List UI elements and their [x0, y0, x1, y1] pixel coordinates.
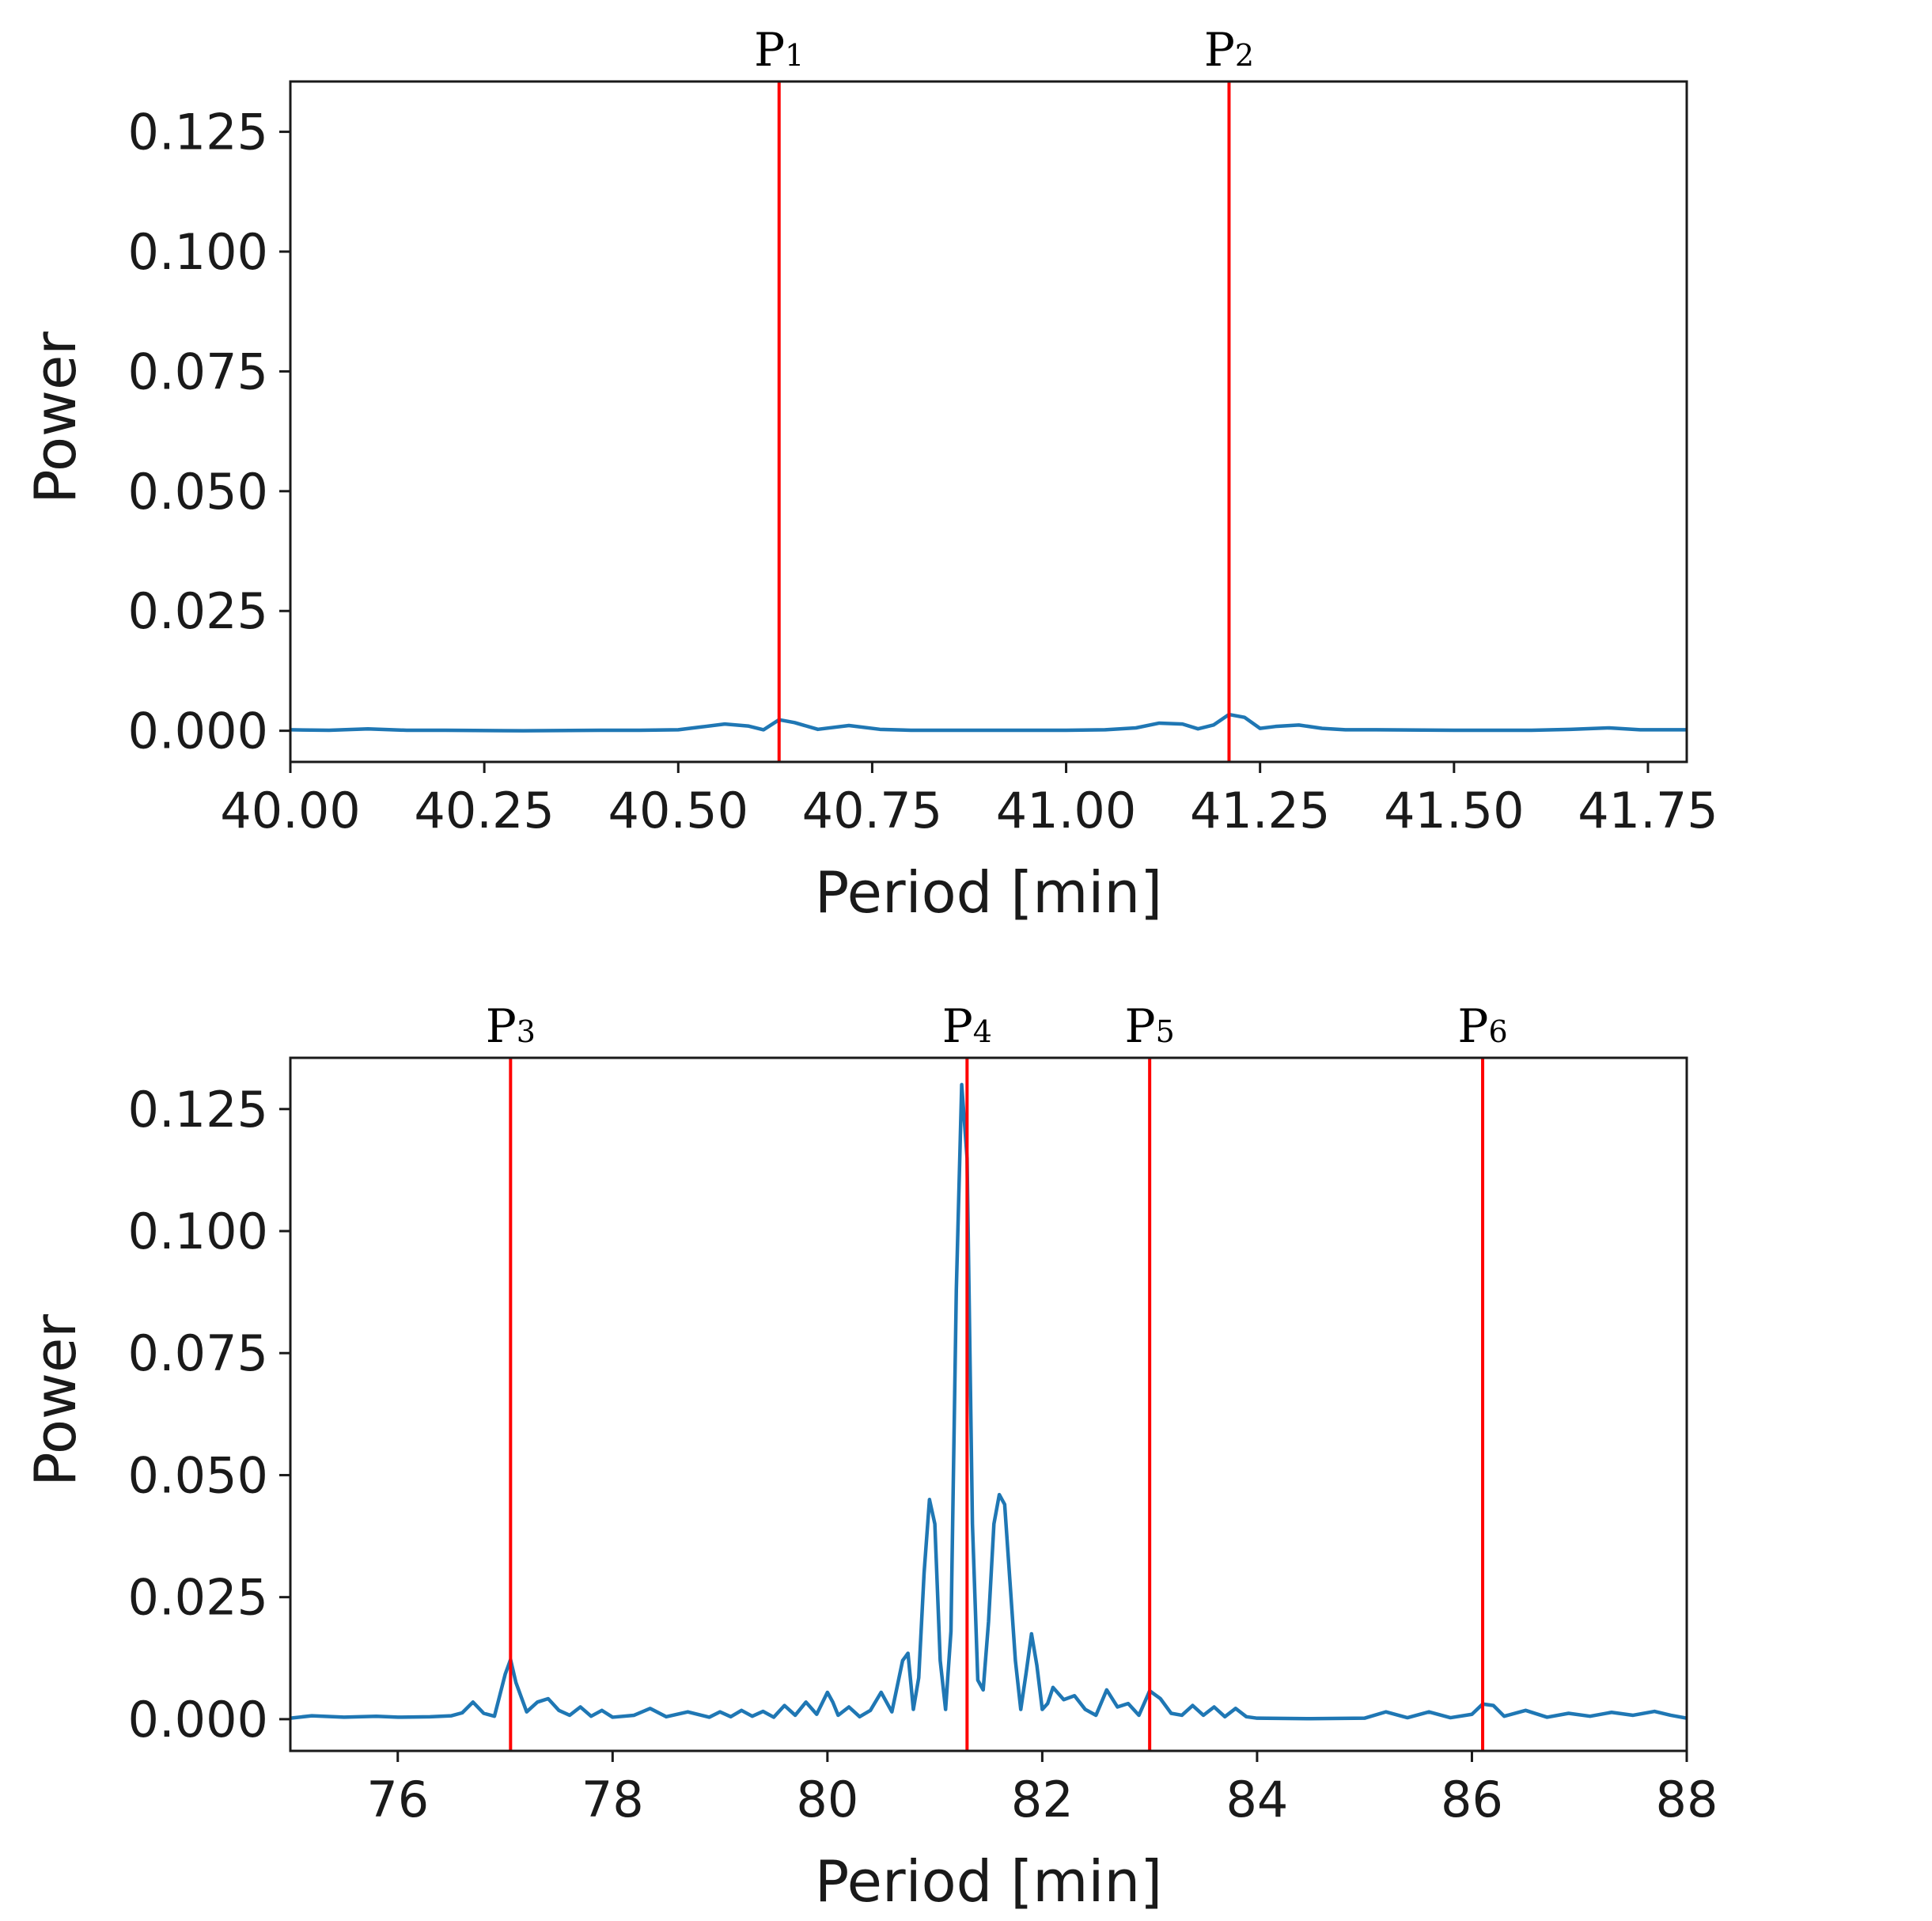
bottom-x-tick-label: 86 [1441, 1771, 1503, 1828]
top-x-tick-label: 40.50 [608, 782, 749, 839]
marker-label-p2: P2 [1204, 23, 1254, 77]
bottom-x-tick-label: 78 [581, 1771, 644, 1828]
bottom-x-tick-label: 82 [1011, 1771, 1074, 1828]
bottom-y-tick-label: 0.075 [128, 1324, 269, 1382]
top-x-tick-label: 41.75 [1578, 782, 1718, 839]
top-x-tick-label: 41.50 [1384, 782, 1525, 839]
bottom-panel: P3 P4 P5 P6 76 78 80 82 84 86 88 0.000 0.025 0.050 0.0… [22, 999, 1718, 1915]
bottom-plot-frame [289, 1056, 1688, 1752]
marker-label-p6: P6 [1457, 999, 1507, 1053]
top-x-tick-label: 41.00 [996, 782, 1137, 839]
bottom-y-tick-label: 0.025 [128, 1569, 269, 1627]
top-x-tick-label: 41.25 [1190, 782, 1331, 839]
top-y-tick-label: 0.025 [128, 582, 269, 640]
bottom-x-tick-label: 80 [796, 1771, 858, 1828]
top-x-tick-label: 40.25 [414, 782, 555, 839]
top-y-tick-label: 0.050 [128, 463, 269, 521]
marker-label-p4: P4 [942, 999, 992, 1053]
top-x-tick-label: 40.00 [220, 782, 361, 839]
marker-label-p3: P3 [486, 999, 536, 1053]
bottom-x-axis-label: Period [min] [815, 1848, 1162, 1915]
top-y-axis-label: Power [22, 332, 89, 504]
bottom-y-tick-label: 0.000 [128, 1691, 269, 1749]
marker-label-p5: P5 [1125, 999, 1175, 1053]
top-power-series-line [290, 712, 1687, 733]
top-y-tick-label: 0.000 [128, 703, 269, 760]
top-y-tick-label: 0.125 [128, 104, 269, 161]
bottom-y-axis-label: Power [22, 1314, 89, 1487]
bottom-y-tick-label: 0.100 [128, 1203, 269, 1260]
marker-label-p1: P1 [754, 23, 804, 77]
top-panel: P1 P2 40.00 40.25 40.50 40.75 41.00 41.25 41.50 4… [22, 23, 1718, 926]
bottom-power-series-line [290, 1082, 1687, 1721]
bottom-x-tick-label: 88 [1656, 1771, 1718, 1828]
top-y-tick-label: 0.100 [128, 223, 269, 281]
bottom-x-tick-label: 84 [1225, 1771, 1288, 1828]
bottom-y-tick-label: 0.125 [128, 1081, 269, 1139]
top-x-tick-label: 40.75 [802, 782, 943, 839]
top-plot-frame [289, 80, 1688, 763]
bottom-y-tick-label: 0.050 [128, 1446, 269, 1504]
bottom-x-tick-label: 76 [366, 1771, 429, 1828]
top-x-axis-label: Period [min] [815, 859, 1162, 926]
top-y-tick-label: 0.075 [128, 343, 269, 400]
